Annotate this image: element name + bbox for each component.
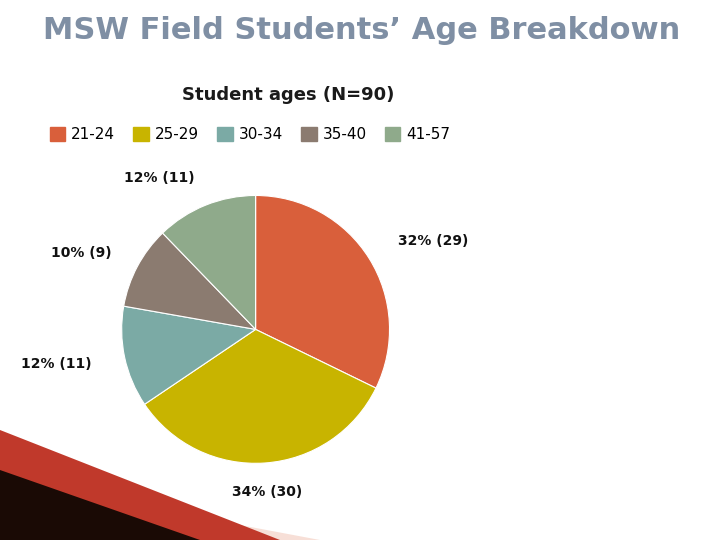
Text: 10% (9): 10% (9) bbox=[50, 246, 112, 260]
Text: 34% (30): 34% (30) bbox=[232, 485, 302, 500]
Wedge shape bbox=[145, 329, 376, 463]
Polygon shape bbox=[0, 470, 200, 540]
Wedge shape bbox=[256, 195, 390, 388]
Wedge shape bbox=[122, 306, 256, 404]
Text: MSW Field Students’ Age Breakdown: MSW Field Students’ Age Breakdown bbox=[43, 16, 680, 45]
Text: 12% (11): 12% (11) bbox=[124, 171, 194, 185]
Wedge shape bbox=[163, 195, 256, 329]
Polygon shape bbox=[0, 450, 320, 540]
Text: Student ages (N=90): Student ages (N=90) bbox=[182, 86, 394, 104]
Polygon shape bbox=[0, 430, 280, 540]
Text: 32% (29): 32% (29) bbox=[397, 234, 468, 248]
Text: 12% (11): 12% (11) bbox=[21, 357, 92, 371]
Wedge shape bbox=[124, 233, 256, 329]
Legend: 21-24, 25-29, 30-34, 35-40, 41-57: 21-24, 25-29, 30-34, 35-40, 41-57 bbox=[44, 121, 456, 149]
